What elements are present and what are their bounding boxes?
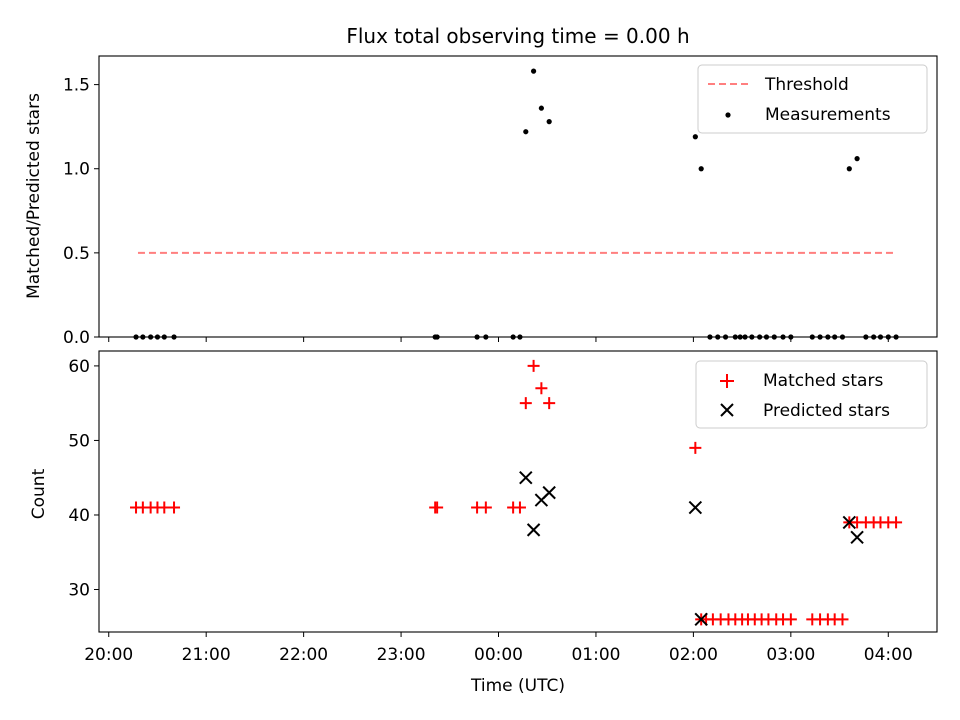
x-tick-label: 23:00	[377, 645, 426, 665]
matched-star-marker	[784, 613, 797, 626]
measurement-point	[877, 334, 884, 340]
matched-star-marker	[513, 501, 526, 514]
x-tick-label: 20:00	[84, 645, 133, 665]
measurement-point	[538, 105, 544, 111]
measurement-point	[893, 334, 899, 340]
matched-star-marker	[527, 359, 540, 372]
legend-predicted-label: Predicted stars	[763, 401, 890, 421]
measurement-point	[434, 334, 440, 340]
x-tick-label: 00:00	[474, 645, 523, 665]
measurement-point	[742, 334, 748, 340]
measurement-point	[832, 334, 838, 340]
x-tick-label: 21:00	[182, 645, 231, 665]
measurement-point	[788, 334, 794, 340]
bottom-y-tick-label: 50	[68, 431, 90, 451]
predicted-star-marker	[542, 485, 556, 500]
measurement-point	[885, 334, 891, 340]
measurement-point	[140, 334, 146, 340]
predicted-star-marker	[526, 523, 541, 537]
predicted-star-marker	[850, 530, 864, 545]
legend-measurements-label: Measurements	[765, 105, 891, 125]
measurement-point	[757, 334, 763, 340]
bottom-y-axis-label: Count	[29, 468, 49, 519]
measurement-point	[732, 334, 738, 340]
bottom-y-tick-label: 40	[68, 506, 90, 526]
top-legend: Threshold Measurements	[697, 64, 928, 134]
bottom-axes-frame	[98, 350, 938, 633]
measurement-point	[171, 334, 177, 340]
bottom-legend-box	[695, 360, 928, 429]
measurement-point	[698, 166, 704, 172]
measurement-point	[854, 156, 860, 162]
bottom-y-tick-label: 60	[68, 357, 90, 377]
top-y-tick-label: 0.5	[63, 244, 90, 264]
measurement-point	[474, 334, 480, 340]
matched-star-marker	[431, 501, 444, 514]
measurement-point	[839, 334, 846, 340]
x-axis-label: Time (UTC)	[470, 676, 565, 696]
bottom-legend: Matched stars Predicted stars	[695, 360, 928, 429]
measurement-point	[154, 334, 161, 340]
measurement-point	[530, 68, 537, 74]
measurement-point	[846, 166, 852, 172]
measurement-point	[523, 129, 529, 135]
x-tick-label: 04:00	[864, 645, 913, 665]
matched-star-marker	[168, 501, 181, 514]
top-legend-box	[697, 64, 928, 134]
predicted-star-marker	[694, 612, 708, 627]
legend-measurements-marker	[725, 112, 731, 118]
legend-predicted-marker	[720, 403, 734, 417]
measurement-point	[546, 119, 552, 125]
measurement-point	[148, 334, 154, 340]
measurement-point	[737, 334, 743, 340]
legend-threshold-label: Threshold	[764, 75, 849, 95]
measurement-point	[871, 334, 877, 340]
predicted-star-marker	[519, 471, 533, 485]
top-y-axis-label: Matched/Predicted stars	[24, 93, 44, 299]
x-tick-label: 01:00	[571, 645, 620, 665]
bottom-panel: 30 40 50 60 20:00 21:00 22:00 23:00 00:00 01:00 02…	[68, 350, 938, 665]
predicted-star-marker	[842, 515, 857, 530]
measurement-point	[817, 334, 823, 340]
top-y-tick-label: 1.0	[63, 160, 90, 180]
matched-star-marker	[535, 382, 548, 395]
legend-matched-label: Matched stars	[763, 371, 883, 391]
matched-star-marker	[689, 441, 702, 454]
measurement-point	[749, 334, 755, 340]
top-y-tick-label: 1.5	[63, 76, 90, 96]
matched-star-marker	[890, 516, 903, 529]
measurement-point	[483, 334, 489, 340]
matched-star-marker	[836, 613, 849, 626]
top-panel: 0.0 0.5 1.0 1.5	[63, 55, 938, 348]
measurement-point	[692, 134, 698, 140]
measurement-point	[809, 334, 815, 340]
bottom-y-tick-label: 30	[68, 581, 90, 601]
x-tick-label: 22:00	[279, 645, 328, 665]
measurement-point	[763, 334, 770, 340]
measurement-point	[707, 334, 713, 340]
measurement-point	[715, 334, 721, 340]
measurement-point	[517, 334, 523, 340]
measurement-point	[780, 334, 786, 340]
measurement-point	[133, 334, 139, 340]
measurement-point	[825, 334, 831, 340]
measurement-point	[771, 334, 777, 340]
measurement-point	[722, 334, 729, 340]
matched-star-marker	[543, 397, 556, 410]
chart-title: Flux total observing time = 0.00 h	[346, 24, 689, 48]
matched-star-marker	[519, 397, 532, 410]
measurement-point	[161, 334, 167, 340]
matched-star-marker	[479, 501, 492, 514]
x-tick-label: 02:00	[669, 645, 718, 665]
top-y-tick-label: 0.0	[63, 328, 90, 348]
predicted-star-marker	[688, 500, 703, 515]
measurement-point	[510, 334, 516, 340]
x-tick-label: 03:00	[766, 645, 815, 665]
measurement-point	[863, 334, 869, 340]
legend-matched-marker	[720, 374, 734, 388]
